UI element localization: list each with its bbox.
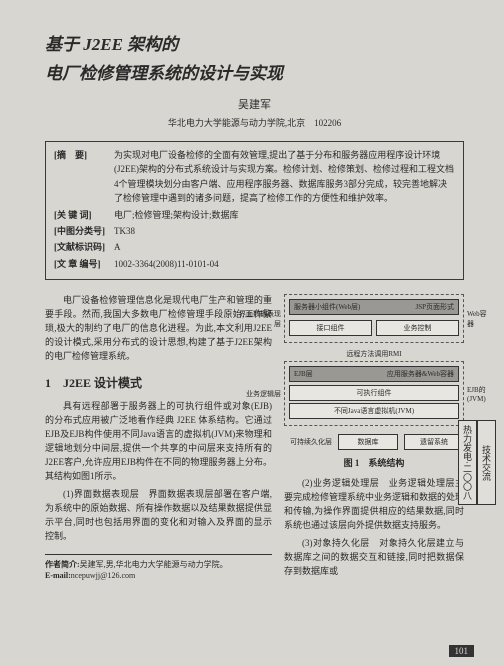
paragraph-2: (1)界面数据表现层 界面数据表现层部署在客户端,为系统中的原始数据、所有操作数… <box>45 488 272 544</box>
server1-b: JSP页面形式 <box>415 302 454 312</box>
right-p1-label: (2)业务逻辑处理层 <box>302 478 379 488</box>
column-left: 电厂设备检修管理信息化是现代电厂生产和管理的重要手段。然而,我国大多数电厂检修管… <box>45 294 272 583</box>
affiliation: 华北电力大学能源与动力学院,北京 102206 <box>45 116 464 129</box>
footer-text-2: ncepuwjj@126.com <box>71 571 135 580</box>
footer-label-2: E-mail: <box>45 571 71 580</box>
diagram-layer2-label: 业务逻辑层 <box>237 389 281 399</box>
server1-a: 服务器小组件(Web层) <box>294 302 360 312</box>
diagram-inner-4: 不同Java语言虚拟机(JVM) <box>289 403 459 419</box>
footer-text-1: 吴建军,男,华北电力大学能源与动力学院。 <box>80 560 228 569</box>
diagram-db: 数据库 <box>338 434 398 450</box>
sidebar: 技术交流 热力发电·二〇〇八 <box>478 420 496 509</box>
system-diagram: 界面数据表现层 服务器小组件(Web层) JSP页面形式 接口组件 业务控制 W… <box>284 294 464 469</box>
page-content: 基于 J2EE 架构的 电厂检修管理系统的设计与实现 吴建军 华北电力大学能源与… <box>0 0 504 603</box>
abstract-summary: 为实现对电厂设备检修的全面有效管理,提出了基于分布和服务器应用程序设计环境(J2… <box>114 148 455 206</box>
abstract-docid: A <box>114 240 455 254</box>
paragraph-1: 具有远程部署于服务器上的可执行组件或对象(EJB)的分布式应用被广泛地看作经典 … <box>45 400 272 484</box>
diagram-right-1: Web容器 <box>467 309 491 329</box>
abstract-label-artid: [文 章 编号] <box>54 257 114 271</box>
abstract-label-clc: [中图分类号] <box>54 224 114 238</box>
page-number: 101 <box>449 645 475 657</box>
intro-paragraph: 电厂设备检修管理信息化是现代电厂生产和管理的重要手段。然而,我国大多数电厂检修管… <box>45 294 272 364</box>
body-columns: 电厂设备检修管理信息化是现代电厂生产和管理的重要手段。然而,我国大多数电厂检修管… <box>45 294 464 583</box>
abstract-label-docid: [文献标识码] <box>54 240 114 254</box>
footer-label-1: 作者简介: <box>45 560 80 569</box>
abstract-clc: TK38 <box>114 224 455 238</box>
diagram-layer-2: 业务逻辑层 EJB层 应用服务器&Web容器 可执行组件 不同Java语言虚拟机… <box>284 361 464 426</box>
abstract-label-keywords: [关 键 词] <box>54 208 114 222</box>
right-p1: (2)业务逻辑处理层 业务逻辑处理层主要完成检修管理系统中业务逻辑和数据的处理和… <box>284 477 464 533</box>
diagram-caption: 图 1 系统结构 <box>284 456 464 469</box>
server2-a: EJB层 <box>294 369 313 379</box>
column-right: 界面数据表现层 服务器小组件(Web层) JSP页面形式 接口组件 业务控制 W… <box>284 294 464 583</box>
diagram-server-2: EJB层 应用服务器&Web容器 <box>289 366 459 382</box>
diagram-layer-1: 界面数据表现层 服务器小组件(Web层) JSP页面形式 接口组件 业务控制 W… <box>284 294 464 343</box>
p2-label: (1)界面数据表现层 <box>63 489 139 499</box>
right-p2-label: (3)对象持久化层 <box>302 538 370 548</box>
diagram-layer1-label: 界面数据表现层 <box>237 309 281 329</box>
diagram-rmi-label: 远程方法调用RMI <box>284 349 464 359</box>
diagram-inner-1: 接口组件 <box>289 320 372 336</box>
abstract-artid: 1002-3364(2008)11-0101-04 <box>114 257 455 271</box>
footer-box: 作者简介:吴建军,男,华北电力大学能源与动力学院。 E-mail:ncepuwj… <box>45 554 272 581</box>
title-line-2: 电厂检修管理系统的设计与实现 <box>45 59 464 84</box>
diagram-legacy: 遗留系统 <box>404 434 464 450</box>
abstract-keywords: 电厂;检修管理;架构设计;数据库 <box>114 208 455 222</box>
diagram-inner-2: 业务控制 <box>376 320 459 336</box>
abstract-label-summary: [摘 要] <box>54 148 114 206</box>
diagram-inner-3: 可执行组件 <box>289 385 459 401</box>
right-p2: (3)对象持久化层 对象持久化层建立与数据库之间的数据交互和链接,同时把数据保存… <box>284 537 464 579</box>
diagram-layer3-label: 可持续久化层 <box>284 437 332 447</box>
abstract-box: [摘 要] 为实现对电厂设备检修的全面有效管理,提出了基于分布和服务器应用程序设… <box>45 141 464 280</box>
diagram-server-1: 服务器小组件(Web层) JSP页面形式 <box>289 299 459 315</box>
server2-b: 应用服务器&Web容器 <box>387 369 454 379</box>
sidebar-block-2: 热力发电·二〇〇八 <box>458 420 477 505</box>
right-column-text: (2)业务逻辑处理层 业务逻辑处理层主要完成检修管理系统中业务逻辑和数据的处理和… <box>284 477 464 579</box>
sidebar-block-1: 技术交流 <box>477 420 496 505</box>
author-name: 吴建军 <box>45 96 464 112</box>
diagram-right-2: EJB的(JVM) <box>467 385 491 403</box>
title-line-1: 基于 J2EE 架构的 <box>45 30 464 55</box>
